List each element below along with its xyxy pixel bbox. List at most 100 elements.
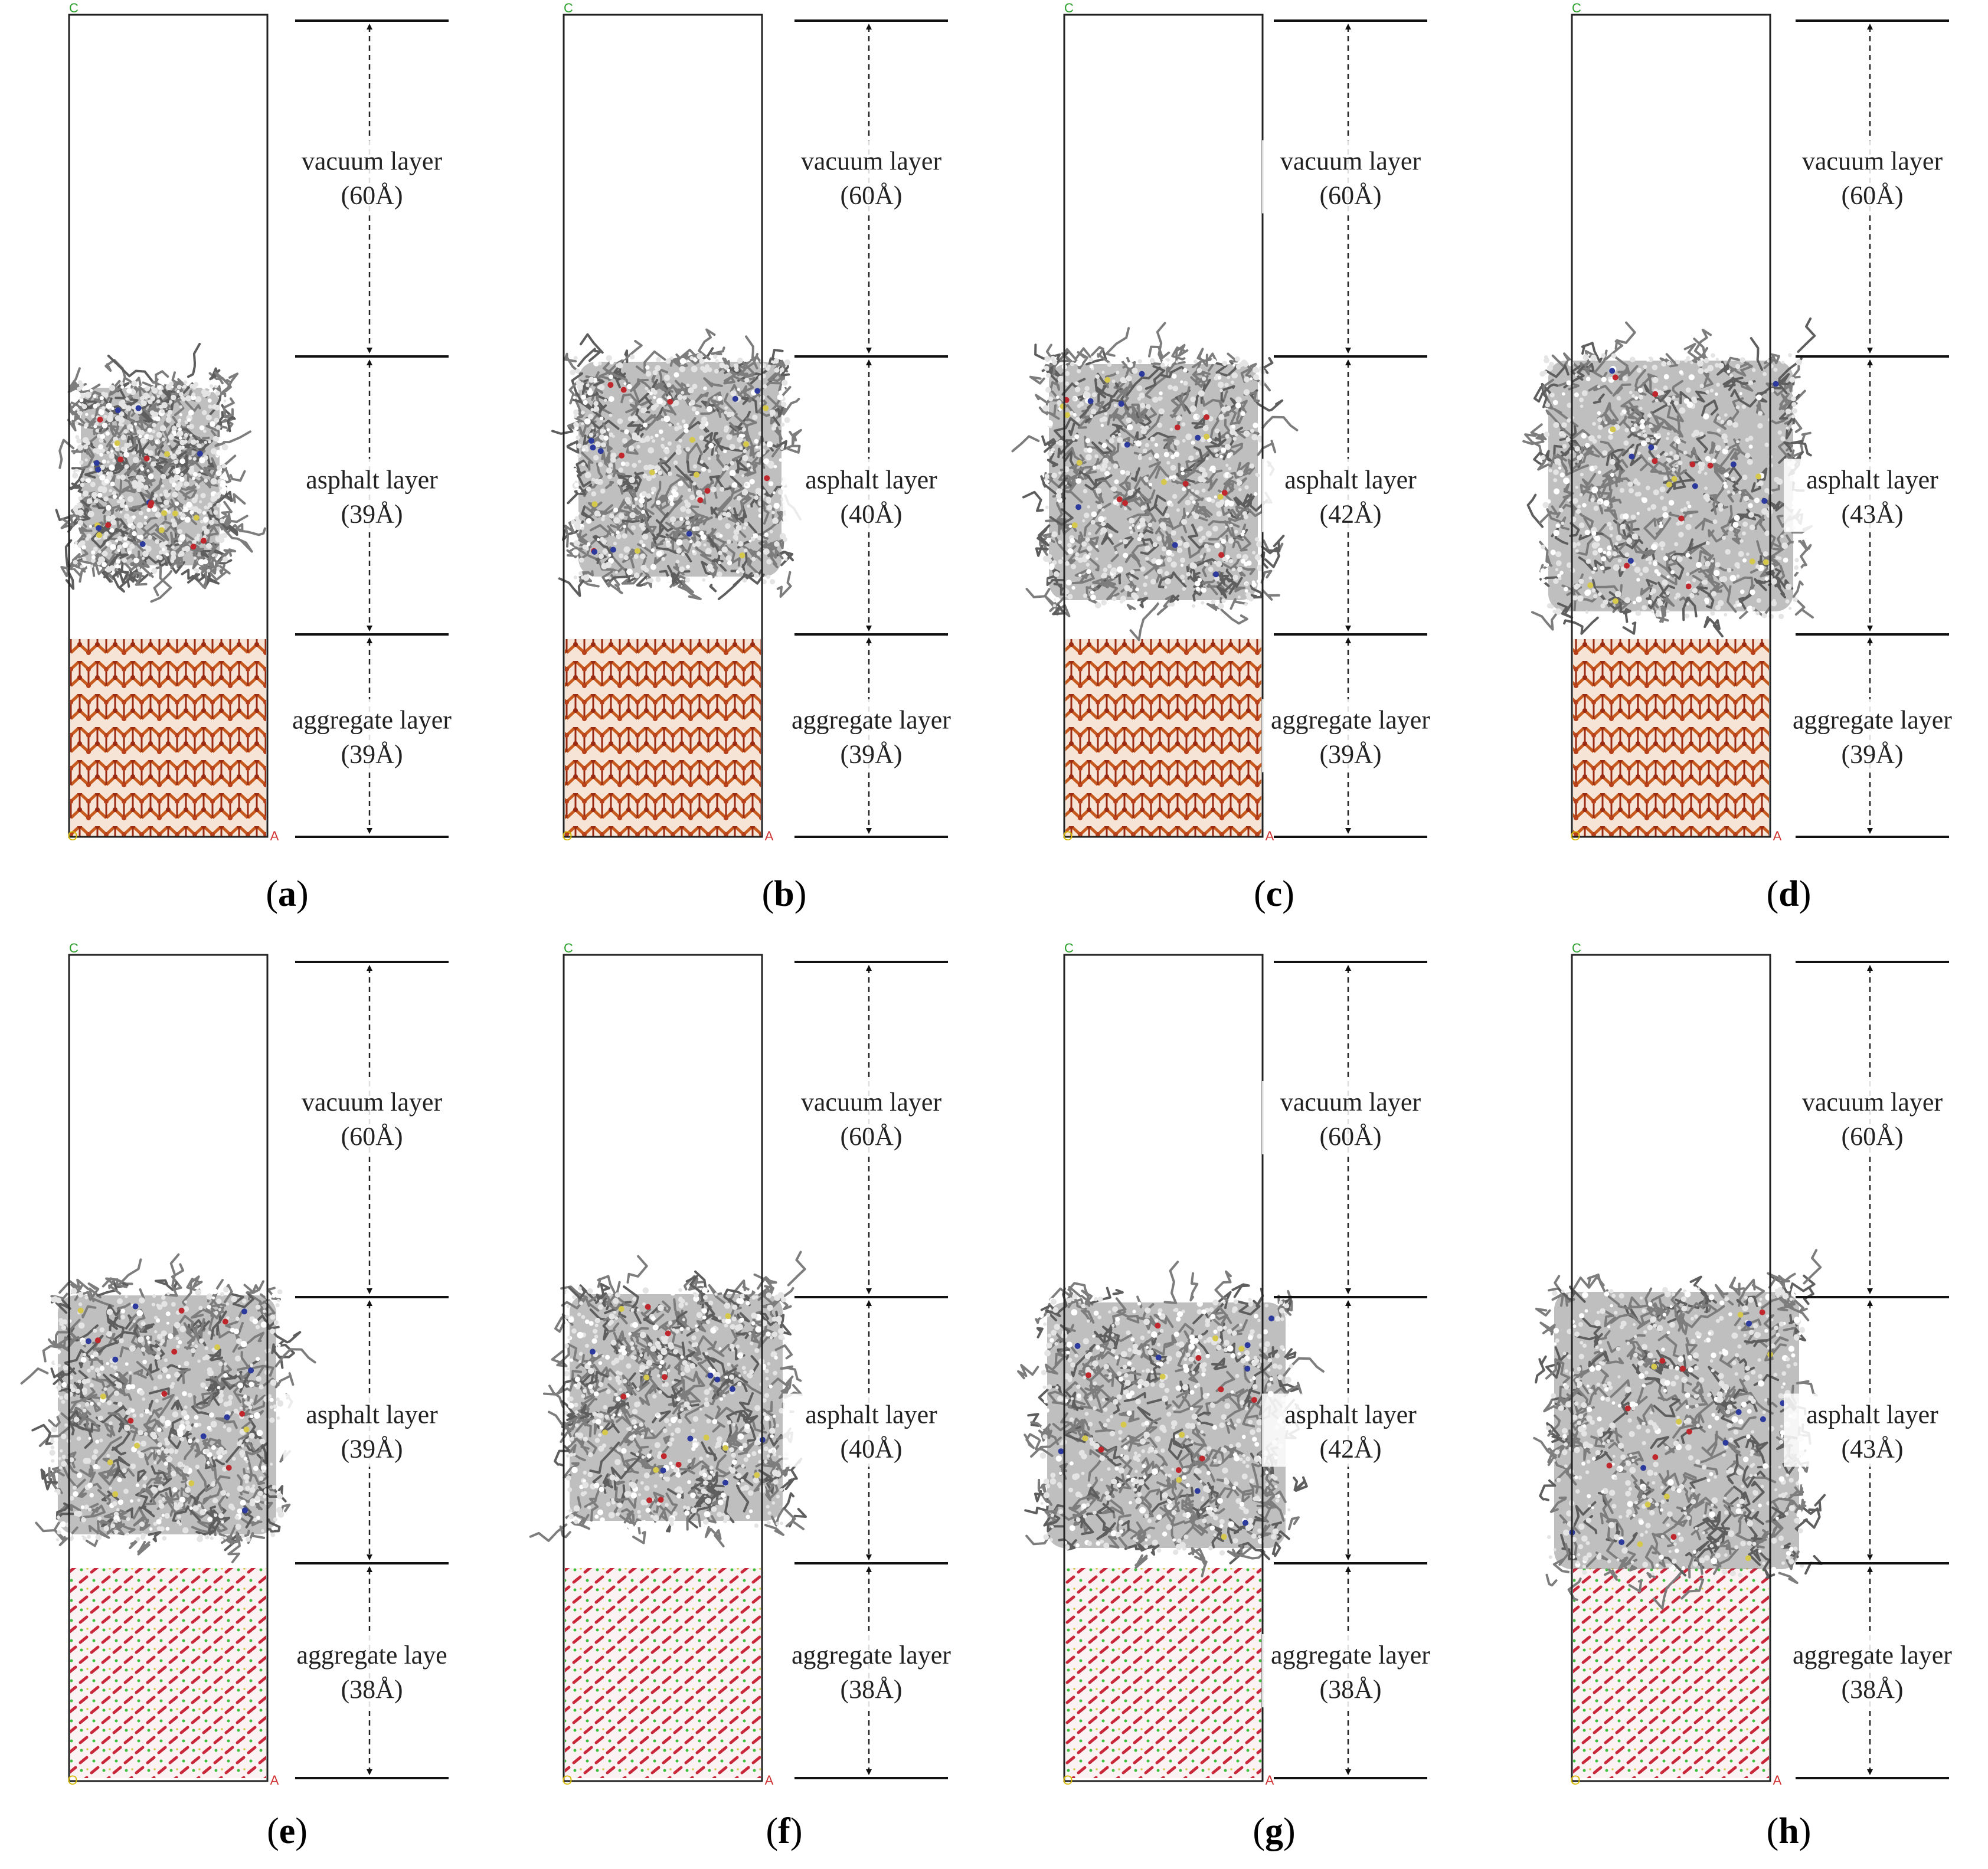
panel-caption: (f) [766, 1811, 803, 1851]
asphalt-molecules [1533, 1249, 1826, 1610]
vacuum-layer-label: vacuum layer [1802, 1088, 1943, 1117]
panel-caption: (e) [267, 1811, 308, 1851]
aggregate-layer-thickness: (38Å) [341, 1675, 403, 1704]
aggregate-slab [565, 1568, 761, 1778]
asphalt-molecules [55, 342, 266, 603]
vacuum-layer-thickness: (60Å) [840, 1122, 902, 1151]
vacuum-layer-label: vacuum layer [801, 1088, 942, 1117]
asphalt-layer-thickness: (39Å) [341, 1435, 403, 1464]
vacuum-layer-thickness: (60Å) [341, 1122, 403, 1151]
cell-axis-label-c: C [69, 1, 79, 15]
simulation-cell-border [68, 954, 269, 1782]
asphalt-molecules [1017, 1261, 1325, 1577]
vacuum-layer-label: vacuum layer [1280, 147, 1421, 176]
panel-caption: (g) [1253, 1811, 1295, 1851]
vacuum-layer-label: vacuum layer [302, 1088, 443, 1117]
asphalt-layer-label: asphalt layer [306, 466, 438, 495]
aggregate-layer-label: aggregate layer [1793, 706, 1952, 735]
simulation-cell-border [68, 14, 269, 838]
aggregate-slab [70, 639, 266, 837]
cell-axis-label-o: O [562, 1773, 572, 1788]
vacuum-layer-thickness: (60Å) [840, 181, 902, 210]
simulation-cell-border [563, 14, 763, 838]
asphalt-layer-thickness: (40Å) [840, 1435, 902, 1464]
cell-axis-label-o: O [1570, 829, 1580, 843]
asphalt-layer-label: asphalt layer [1806, 1400, 1938, 1429]
cell-axis-label-o: O [1062, 1773, 1073, 1788]
aggregate-slab [70, 1568, 266, 1778]
cell-axis-label-a: A [1773, 1773, 1782, 1788]
panel-caption: (h) [1767, 1811, 1812, 1851]
asphalt-layer-label: asphalt layer [805, 466, 937, 495]
panel-caption: (c) [1254, 874, 1294, 914]
aggregate-layer-label: aggregate laye [296, 1641, 447, 1670]
vacuum-layer-label: vacuum layer [1802, 147, 1943, 176]
panel-caption: (b) [762, 874, 807, 914]
aggregate-layer-label: aggregate layer [792, 1641, 951, 1670]
simulation-cell-border [1571, 954, 1771, 1782]
cell-axis-label-c: C [69, 941, 79, 955]
asphalt-molecules [1011, 322, 1299, 641]
panel-caption: (a) [266, 874, 308, 914]
asphalt-layer-label: asphalt layer [306, 1400, 438, 1429]
cell-axis-label-c: C [1572, 1, 1581, 15]
asphalt-molecules [551, 328, 802, 600]
asphalt-layer-thickness: (43Å) [1841, 1435, 1903, 1464]
vacuum-layer-thickness: (60Å) [1841, 181, 1903, 210]
aggregate-layer-thickness: (39Å) [1319, 740, 1381, 769]
vacuum-layer-thickness: (60Å) [1319, 181, 1381, 210]
cell-axis-label-o: O [562, 829, 572, 843]
aggregate-layer-thickness: (39Å) [840, 740, 902, 769]
simulation-cell-border [1063, 14, 1264, 838]
cell-axis-label-o: O [1570, 1773, 1580, 1788]
cell-axis-label-a: A [1266, 1773, 1274, 1788]
vacuum-layer-thickness: (60Å) [1319, 1122, 1381, 1151]
asphalt-layer-thickness: (39Å) [341, 500, 403, 529]
aggregate-layer-thickness: (38Å) [1319, 1675, 1381, 1704]
cell-axis-label-c: C [1064, 941, 1074, 955]
asphalt-molecules [529, 1251, 807, 1547]
aggregate-layer-thickness: (39Å) [1841, 740, 1903, 769]
cell-axis-label-a: A [270, 829, 279, 843]
cell-axis-label-o: O [67, 829, 77, 843]
cell-axis-label-c: C [1064, 1, 1074, 15]
asphalt-layer-label: asphalt layer [805, 1400, 937, 1429]
asphalt-layer-label: asphalt layer [1806, 466, 1938, 495]
cell-axis-label-o: O [67, 1773, 77, 1788]
aggregate-layer-label: aggregate layer [292, 706, 452, 735]
vacuum-layer-label: vacuum layer [801, 147, 942, 176]
vacuum-layer-label: vacuum layer [302, 147, 443, 176]
cell-axis-label-o: O [1062, 829, 1073, 843]
cell-axis-label-a: A [1773, 829, 1782, 843]
aggregate-layer-thickness: (39Å) [341, 740, 403, 769]
panel-caption: (d) [1767, 874, 1812, 914]
cell-axis-label-a: A [1266, 829, 1274, 843]
simulation-cell-border [1063, 954, 1264, 1782]
asphalt-layer-thickness: (43Å) [1841, 500, 1903, 529]
cell-axis-label-a: A [765, 829, 774, 843]
aggregate-layer-thickness: (38Å) [840, 1675, 902, 1704]
asphalt-layer-label: asphalt layer [1284, 1400, 1417, 1429]
asphalt-layer-thickness: (40Å) [840, 500, 902, 529]
cell-axis-label-a: A [270, 1773, 279, 1788]
aggregate-slab [1065, 1568, 1261, 1778]
aggregate-slab [1065, 639, 1261, 837]
vacuum-layer-thickness: (60Å) [1841, 1122, 1903, 1151]
aggregate-slab [1573, 1568, 1769, 1778]
vacuum-layer-thickness: (60Å) [341, 181, 403, 210]
cell-axis-label-a: A [765, 1773, 774, 1788]
aggregate-layer-label: aggregate layer [1271, 706, 1430, 735]
asphalt-layer-thickness: (42Å) [1319, 1435, 1381, 1464]
aggregate-layer-label: aggregate layer [792, 706, 951, 735]
cell-axis-label-c: C [1572, 941, 1581, 955]
asphalt-layer-label: asphalt layer [1284, 466, 1417, 495]
simulation-cell-border [1571, 14, 1771, 838]
